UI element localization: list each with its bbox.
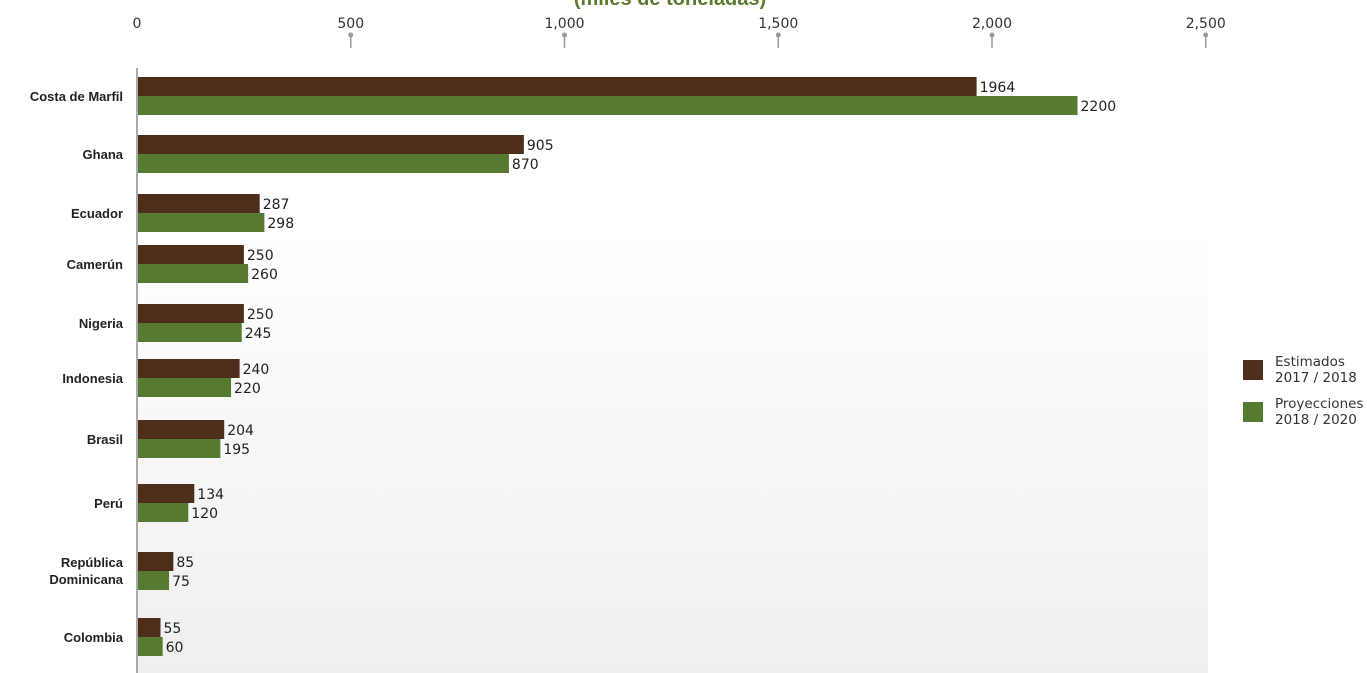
- legend: Estimados 2017 / 2018 Proyecciones 2018 …: [1243, 354, 1363, 438]
- bar-value-label: 250: [247, 307, 274, 323]
- category-label: Camerún: [66, 256, 123, 272]
- bar-value-label: 1964: [980, 80, 1016, 96]
- bar-value-label: 250: [247, 248, 274, 264]
- category-label: Nigeria: [78, 315, 123, 331]
- legend-label-estimados: Estimados 2017 / 2018: [1275, 354, 1357, 386]
- bar-proyecciones: [137, 637, 163, 656]
- bar-proyecciones: [137, 571, 170, 590]
- x-tick-label: 2,500: [1186, 16, 1226, 32]
- bar-value-label: 55: [164, 621, 182, 637]
- x-tick-dot: [562, 32, 567, 38]
- bar-estimados: [137, 359, 240, 378]
- x-tick-label: 1,500: [758, 16, 798, 32]
- x-tick-label: 1,000: [544, 16, 584, 32]
- bar-proyecciones: [137, 378, 232, 397]
- bar-value-label: 195: [223, 442, 250, 458]
- bar-estimados: [137, 304, 244, 323]
- x-tick-dot: [1203, 32, 1209, 38]
- bar-value-label: 204: [227, 423, 254, 439]
- bar-value-label: 75: [172, 574, 190, 590]
- legend-swatch-estimados: [1243, 360, 1263, 380]
- bar-value-label: 85: [176, 555, 194, 571]
- bar-value-label: 2200: [1081, 99, 1117, 115]
- bar-estimados: [137, 194, 260, 213]
- bar-value-label: 287: [263, 197, 290, 213]
- bar-estimados: [137, 77, 977, 96]
- bar-value-label: 240: [243, 362, 270, 378]
- bar-estimados: [137, 420, 225, 439]
- x-tick-dot: [775, 32, 781, 38]
- bar-value-label: 905: [527, 138, 554, 154]
- bar-estimados: [137, 552, 174, 571]
- bar-value-label: 220: [234, 381, 261, 397]
- x-tick-label: 2,000: [972, 16, 1012, 32]
- bar-estimados: [137, 135, 524, 154]
- category-label: Ghana: [82, 146, 123, 162]
- bar-value-label: 870: [512, 157, 539, 173]
- bar-proyecciones: [137, 213, 265, 232]
- category-label: República Dominicana: [49, 555, 123, 587]
- bar-estimados: [137, 484, 195, 503]
- plot-background: [137, 230, 1208, 673]
- bar-proyecciones: [137, 96, 1078, 115]
- bar-value-label: 120: [191, 506, 218, 522]
- bar-proyecciones: [137, 503, 189, 522]
- category-label: Brasil: [86, 431, 123, 447]
- category-label: Indonesia: [62, 370, 123, 386]
- bar-proyecciones: [137, 264, 249, 283]
- x-tick-label: 0: [133, 16, 142, 32]
- chart-title: (miles de toneladas): [0, 0, 1340, 11]
- bar-estimados: [137, 245, 244, 264]
- legend-item-estimados: Estimados 2017 / 2018: [1243, 354, 1363, 386]
- bar-estimados: [137, 618, 161, 637]
- legend-item-proyecciones: Proyecciones 2018 / 2020: [1243, 396, 1363, 428]
- category-label: Colombia: [63, 629, 123, 645]
- bar-value-label: 298: [267, 216, 294, 232]
- bar-value-label: 60: [166, 640, 184, 656]
- bar-proyecciones: [137, 439, 221, 458]
- legend-swatch-proyecciones: [1243, 402, 1263, 422]
- category-label: Ecuador: [70, 205, 123, 221]
- bar-value-label: 260: [251, 267, 278, 283]
- category-label: Perú: [94, 495, 123, 511]
- bar-proyecciones: [137, 154, 509, 173]
- bar-value-label: 245: [245, 326, 272, 342]
- x-tick-label: 500: [337, 16, 364, 32]
- x-tick-dot: [348, 32, 354, 38]
- x-tick-dot: [989, 32, 995, 38]
- bar-proyecciones: [137, 323, 242, 342]
- category-label: Costa de Marfil: [29, 88, 123, 104]
- bar-value-label: 134: [197, 487, 224, 503]
- legend-label-proyecciones: Proyecciones 2018 / 2020: [1275, 396, 1364, 428]
